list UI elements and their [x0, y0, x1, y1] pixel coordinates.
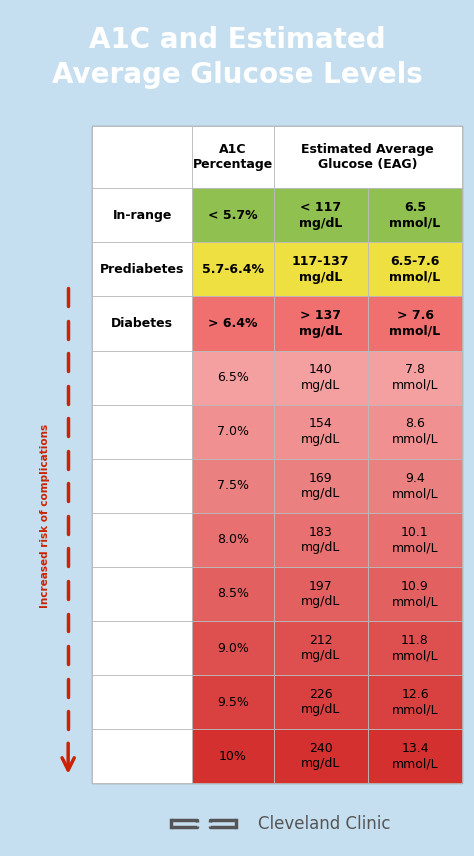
Bar — [192, 729, 273, 783]
Text: 8.0%: 8.0% — [217, 533, 249, 546]
Bar — [273, 621, 368, 675]
Bar — [92, 459, 192, 513]
Text: 12.6
mmol/L: 12.6 mmol/L — [392, 688, 438, 716]
Bar — [368, 296, 462, 351]
Bar — [192, 242, 273, 296]
Bar — [92, 621, 192, 675]
Text: 8.6
mmol/L: 8.6 mmol/L — [392, 418, 438, 446]
Bar — [92, 729, 192, 783]
Bar — [192, 567, 273, 621]
Bar — [92, 567, 192, 621]
Bar — [192, 351, 273, 405]
Bar — [92, 242, 192, 296]
Bar — [368, 459, 462, 513]
Text: 9.0%: 9.0% — [217, 641, 249, 655]
Text: < 117
mg/dL: < 117 mg/dL — [299, 201, 342, 229]
Text: 7.0%: 7.0% — [217, 425, 249, 438]
Text: 183
mg/dL: 183 mg/dL — [301, 526, 340, 554]
Bar — [368, 729, 462, 783]
Text: 117-137
mg/dL: 117-137 mg/dL — [292, 255, 349, 283]
Text: Estimated Average
Glucose (EAG): Estimated Average Glucose (EAG) — [301, 143, 434, 171]
Bar — [273, 567, 368, 621]
Bar — [368, 188, 462, 242]
Bar — [273, 126, 462, 188]
Text: Cleveland Clinic: Cleveland Clinic — [258, 815, 391, 833]
Text: 212
mg/dL: 212 mg/dL — [301, 633, 340, 663]
Text: 10%: 10% — [219, 750, 247, 763]
Bar — [192, 126, 273, 188]
Text: 10.1
mmol/L: 10.1 mmol/L — [392, 526, 438, 554]
Text: 11.8
mmol/L: 11.8 mmol/L — [392, 633, 438, 663]
Bar — [192, 513, 273, 567]
Bar — [92, 188, 192, 242]
Bar — [273, 729, 368, 783]
Text: 169
mg/dL: 169 mg/dL — [301, 472, 340, 500]
Text: 140
mg/dL: 140 mg/dL — [301, 363, 340, 392]
Text: 240
mg/dL: 240 mg/dL — [301, 742, 340, 770]
Text: 13.4
mmol/L: 13.4 mmol/L — [392, 742, 438, 770]
Text: Increased risk of complications: Increased risk of complications — [40, 424, 50, 608]
Text: 197
mg/dL: 197 mg/dL — [301, 580, 340, 608]
Text: 7.8
mmol/L: 7.8 mmol/L — [392, 363, 438, 392]
Text: 9.4
mmol/L: 9.4 mmol/L — [392, 472, 438, 500]
Bar — [273, 513, 368, 567]
Bar — [92, 405, 192, 459]
Text: A1C and Estimated
Average Glucose Levels: A1C and Estimated Average Glucose Levels — [52, 27, 422, 89]
Bar — [92, 126, 192, 188]
Text: Diabetes: Diabetes — [111, 317, 173, 330]
Text: 7.5%: 7.5% — [217, 479, 249, 492]
Text: > 137
mg/dL: > 137 mg/dL — [299, 309, 342, 338]
Bar — [368, 567, 462, 621]
Bar — [92, 675, 192, 729]
Bar — [368, 405, 462, 459]
Text: > 7.6
mmol/L: > 7.6 mmol/L — [389, 309, 441, 338]
Bar — [192, 675, 273, 729]
Text: 6.5-7.6
mmol/L: 6.5-7.6 mmol/L — [389, 255, 441, 283]
Bar — [92, 513, 192, 567]
Bar — [273, 675, 368, 729]
Text: 8.5%: 8.5% — [217, 587, 249, 600]
Bar — [273, 188, 368, 242]
Bar — [273, 405, 368, 459]
Bar — [192, 621, 273, 675]
Text: A1C
Percentage: A1C Percentage — [193, 143, 273, 171]
Bar — [273, 296, 368, 351]
Text: 6.5
mmol/L: 6.5 mmol/L — [389, 201, 441, 229]
Text: > 6.4%: > 6.4% — [208, 317, 258, 330]
Bar — [192, 459, 273, 513]
Text: 226
mg/dL: 226 mg/dL — [301, 688, 340, 716]
Text: Prediabetes: Prediabetes — [100, 263, 184, 276]
Bar — [192, 405, 273, 459]
Bar — [273, 459, 368, 513]
Bar — [192, 296, 273, 351]
Bar — [368, 242, 462, 296]
Text: 6.5%: 6.5% — [217, 372, 249, 384]
Bar — [273, 242, 368, 296]
Text: < 5.7%: < 5.7% — [208, 209, 258, 222]
Bar — [368, 675, 462, 729]
Bar — [273, 351, 368, 405]
Bar — [92, 351, 192, 405]
Text: 154
mg/dL: 154 mg/dL — [301, 418, 340, 446]
Bar — [192, 188, 273, 242]
Text: 9.5%: 9.5% — [217, 696, 249, 709]
Bar — [92, 296, 192, 351]
Bar — [368, 513, 462, 567]
Bar — [368, 621, 462, 675]
Text: 5.7-6.4%: 5.7-6.4% — [202, 263, 264, 276]
Text: 10.9
mmol/L: 10.9 mmol/L — [392, 580, 438, 608]
Text: In-range: In-range — [113, 209, 172, 222]
Bar — [368, 351, 462, 405]
